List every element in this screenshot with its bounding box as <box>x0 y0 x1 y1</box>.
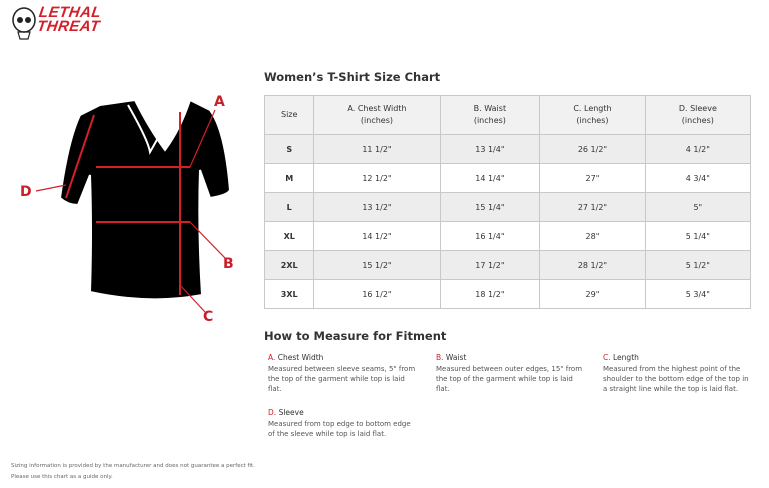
table-cell: 13 1/2" <box>313 192 441 222</box>
table-cell: 12 1/2" <box>313 163 441 193</box>
header-row: Size A. Chest Width (inches) B. Waist (inc… <box>263 95 752 135</box>
fitment-text: Measured from the highest point of the s… <box>603 365 749 393</box>
header-cell: A. Chest Width (inches) <box>313 95 441 135</box>
fitment-item: C. Length Measured from the highest point… <box>603 353 753 394</box>
fitment-text: Measured from top edge to bottom edge of… <box>268 420 411 438</box>
fitment-letter: B. <box>436 353 444 362</box>
fitment-item: D. Sleeve Measured from top edge to botto… <box>268 408 418 439</box>
table-cell: 5 3/4" <box>644 279 752 309</box>
table-cell: 28" <box>539 221 646 251</box>
table-cell: 11 1/2" <box>313 134 441 164</box>
fitment-name: Chest Width <box>277 353 324 362</box>
table-cell: 3XL <box>263 279 315 309</box>
table-cell: 16 1/4" <box>439 221 541 251</box>
fitment-text: Measured between sleeve seams, 5" from t… <box>268 365 416 393</box>
fitment-heading: B. Waist <box>436 353 586 363</box>
table-cell: 5" <box>644 192 752 222</box>
logo-skull <box>12 7 36 40</box>
header-cell: B. Waist (inches) <box>439 95 541 135</box>
fitment-letter: C. <box>603 353 611 362</box>
table-cell: 26 1/2" <box>539 134 646 164</box>
table-cell: 28 1/2" <box>539 250 646 280</box>
table-row: L 13 1/2" 15 1/4" 27 1/2" 5" <box>263 192 752 222</box>
fitment-name: Length <box>613 353 639 362</box>
table-row: 2XL 15 1/2" 17 1/2" 28 1/2" 5 1/2" <box>263 250 752 280</box>
table-cell: 5 1/2" <box>644 250 752 280</box>
fitment-text: Measured between outer edges, 15" from t… <box>436 365 583 393</box>
table-cell: 29" <box>539 279 646 309</box>
fitment-item: A. Chest Width Measured between sleeve se… <box>268 353 418 394</box>
logo: LETHAL THREAT <box>35 4 103 35</box>
table-cell: 14 1/2" <box>313 221 441 251</box>
table-cell: XL <box>263 221 315 251</box>
shirt-diagram: A B C D <box>20 94 234 325</box>
footer-note: Please use this chart as a guide only. <box>11 474 113 480</box>
table-cell: 27 1/2" <box>539 192 646 222</box>
header-cell: Size <box>263 95 315 135</box>
table-cell: 18 1/2" <box>439 279 541 309</box>
table-cell: S <box>263 134 315 164</box>
table-cell: L <box>263 192 315 222</box>
table-cell: 14 1/4" <box>439 163 541 193</box>
diagram-label: C <box>203 309 213 325</box>
table-row: XL 14 1/2" 16 1/4" 28" 5 1/4" <box>263 221 752 251</box>
diagram-label: B <box>223 256 234 272</box>
table-cell: M <box>263 163 315 193</box>
header-cell: C. Length (inches) <box>539 95 646 135</box>
table-cell: 4 1/2" <box>644 134 752 164</box>
fitment-heading: D. Sleeve <box>268 408 418 418</box>
table-cell: 17 1/2" <box>439 250 541 280</box>
table-cell: 2XL <box>263 250 315 280</box>
table-cell: 16 1/2" <box>313 279 441 309</box>
table-cell: 4 3/4" <box>644 163 752 193</box>
fitment-letter: A. <box>268 353 276 362</box>
table-row: S 11 1/2" 13 1/4" 26 1/2" 4 1/2" <box>263 134 752 164</box>
fitment-item: B. Waist Measured between outer edges, 15… <box>436 353 586 394</box>
table-cell: 15 1/2" <box>313 250 441 280</box>
diagram-label: A <box>214 94 225 110</box>
table-cell: 5 1/4" <box>644 221 752 251</box>
fitment-letter: D. <box>268 408 277 417</box>
fitment-heading: A. Chest Width <box>268 353 418 363</box>
table-cell: 13 1/4" <box>439 134 541 164</box>
fitment-heading: C. Length <box>603 353 753 363</box>
logo-line: THREAT <box>35 18 101 35</box>
size-table: Size A. Chest Width (inches) B. Waist (inc… <box>263 95 752 309</box>
fitment-title: How to Measure for Fitment <box>264 329 447 343</box>
table-row: 3XL 16 1/2" 18 1/2" 29" 5 3/4" <box>263 279 752 309</box>
footer-note: Sizing information is provided by the ma… <box>11 463 255 469</box>
header-cell: D. Sleeve (inches) <box>644 95 752 135</box>
diagram-label: D <box>20 184 32 200</box>
fitment-name: Sleeve <box>278 408 304 417</box>
table-cell: 27" <box>539 163 646 193</box>
fitment-name: Waist <box>445 353 467 362</box>
table-cell: 15 1/4" <box>439 192 541 222</box>
size-chart-title: Women’s T-Shirt Size Chart <box>264 70 441 84</box>
table-row: M 12 1/2" 14 1/4" 27" 4 3/4" <box>263 163 752 193</box>
